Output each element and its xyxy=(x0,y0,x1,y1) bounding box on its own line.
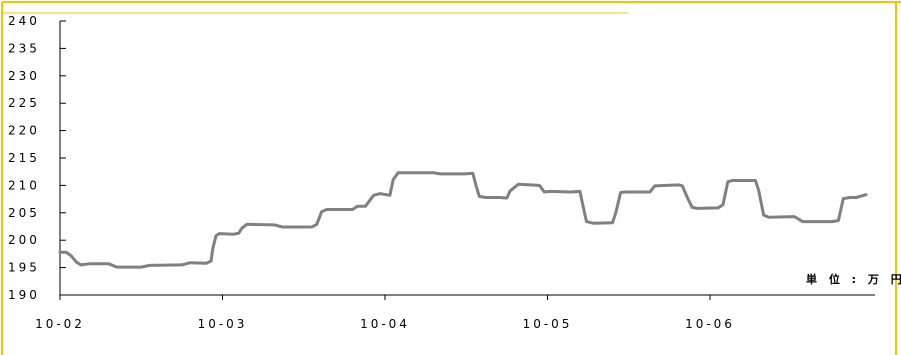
x-axis-ticks: 10-02 10-03 10-04 10-05 10-06 xyxy=(35,295,735,331)
x-tick-label: 10-05 xyxy=(523,317,573,331)
y-tick-label: 215 xyxy=(8,151,40,165)
y-tick-label: 200 xyxy=(8,233,40,247)
y-axis-ticks: 190 195 200 205 210 215 220 225 230 235 240 xyxy=(8,14,66,302)
x-tick-label: 10-02 xyxy=(35,317,85,331)
y-tick-label: 240 xyxy=(8,14,40,28)
y-tick-label: 225 xyxy=(8,96,40,110)
y-tick-label: 220 xyxy=(8,124,40,138)
x-tick-label: 10-06 xyxy=(685,317,735,331)
y-tick-label: 230 xyxy=(8,69,40,83)
y-tick-label: 190 xyxy=(8,288,40,302)
y-tick-label: 210 xyxy=(8,178,40,192)
x-tick-label: 10-04 xyxy=(360,317,410,331)
x-tick-label: 10-03 xyxy=(198,317,248,331)
unit-label: 単 位 : 万 円 xyxy=(806,272,901,286)
series-line xyxy=(58,171,868,269)
y-tick-label: 205 xyxy=(8,206,40,220)
y-tick-label: 195 xyxy=(8,261,40,275)
y-tick-label: 235 xyxy=(8,41,40,55)
